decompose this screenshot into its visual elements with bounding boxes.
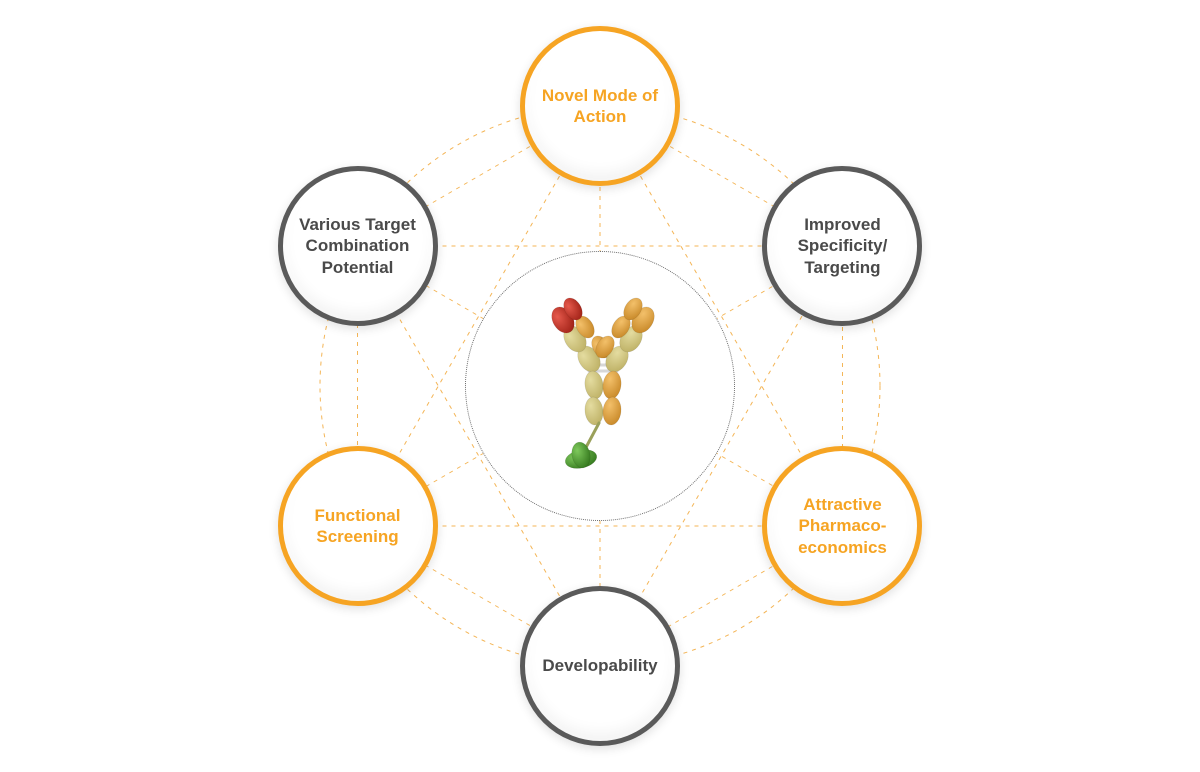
diagram-stage: Novel Mode of Action Improved Specificity… — [0, 0, 1200, 772]
node-developability: Developability — [520, 586, 680, 746]
node-functional-screening: Functional Screening — [278, 446, 438, 606]
node-label: Developability — [528, 655, 671, 676]
node-label: Attractive Pharmaco- economics — [784, 494, 901, 558]
node-novel-mode: Novel Mode of Action — [520, 26, 680, 186]
center-ring — [465, 251, 735, 521]
node-label: Various Target Combination Potential — [285, 214, 430, 278]
node-label: Novel Mode of Action — [528, 85, 672, 128]
node-target-combination: Various Target Combination Potential — [278, 166, 438, 326]
node-label: Functional Screening — [301, 505, 415, 548]
node-improved-specificity: Improved Specificity/ Targeting — [762, 166, 922, 326]
node-label: Improved Specificity/ Targeting — [784, 214, 902, 278]
node-pharmaco-economics: Attractive Pharmaco- economics — [762, 446, 922, 606]
